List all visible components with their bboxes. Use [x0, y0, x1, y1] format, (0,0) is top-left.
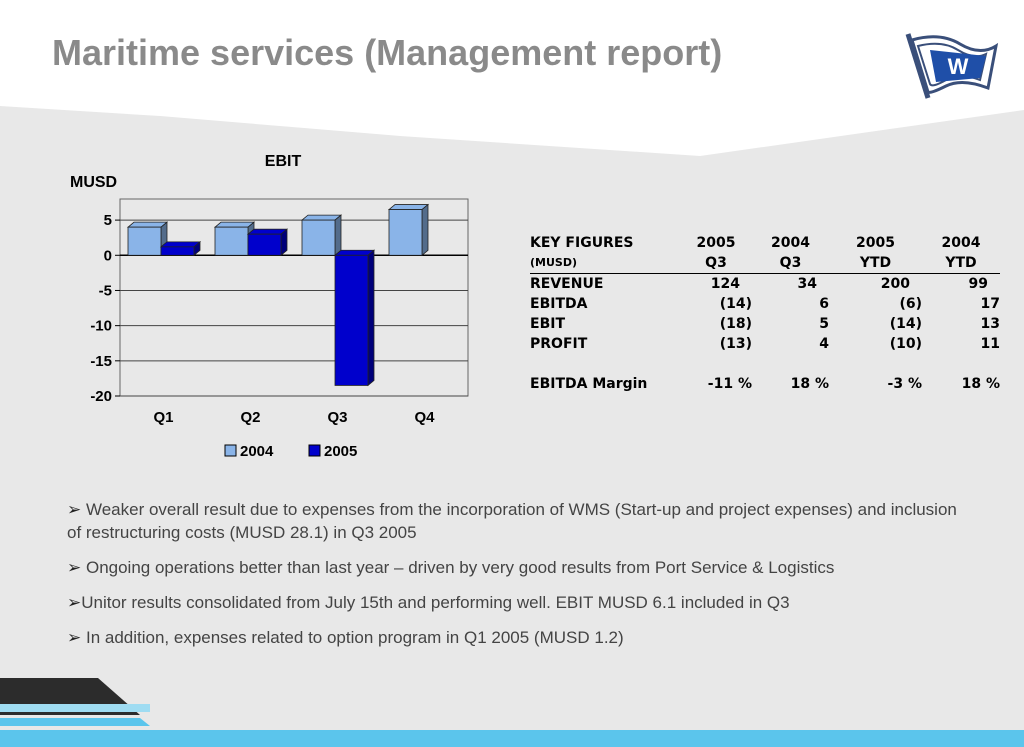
arrow-bullet-icon: ➢ — [67, 628, 86, 647]
cell-value: (18) — [719, 316, 752, 332]
x-tick-label: Q2 — [240, 409, 260, 426]
table-row: REVENUE 124 34 200 99 — [530, 274, 1000, 295]
margin-row: EBITDA Margin -11 % 18 % -3 % 18 % — [530, 374, 1000, 394]
ebit-chart: EBIT MUSD 5 0 -5 -10 -15 -20 Q1 Q2 Q3 Q4 2004 200… — [70, 153, 469, 460]
key-figures-table: KEY FIGURES 2005 2004 2005 2004 (MUSD) Q… — [530, 233, 1000, 394]
bullet-item: ➢ In addition, expenses related to optio… — [67, 626, 967, 649]
y-tick-label: 0 — [104, 247, 112, 264]
bar-2005-q1 — [159, 240, 202, 257]
header-year: 2005 — [696, 235, 736, 251]
y-tick-label: -5 — [99, 282, 112, 299]
row-label: EBIT — [530, 316, 565, 332]
table-row: PROFIT (13) 4 (10) 11 — [530, 334, 1000, 354]
cell-value: (6) — [899, 296, 922, 312]
row-label: REVENUE — [530, 276, 604, 292]
cell-value: 18 % — [961, 376, 1000, 392]
header-label: KEY FIGURES — [530, 235, 634, 251]
spacer-row — [530, 354, 1000, 374]
bullet-text: Weaker overall result due to expenses fr… — [67, 500, 957, 542]
arrow-bullet-icon: ➢ — [67, 593, 82, 612]
cell-value: (13) — [719, 336, 752, 352]
legend-label: 2004 — [240, 443, 274, 460]
cell-value: 17 — [980, 296, 1000, 312]
bar-2005-q2 — [246, 228, 289, 257]
header-year: 2005 — [856, 235, 895, 251]
row-label: EBITDA Margin — [530, 376, 648, 392]
header-unit: (MUSD) — [530, 253, 680, 274]
legend-label: 2005 — [324, 443, 357, 460]
header-period: YTD — [922, 253, 1000, 274]
y-tick-label: -15 — [90, 353, 112, 370]
x-tick-label: Q1 — [153, 409, 173, 426]
cell-value: 4 — [819, 336, 829, 352]
y-tick-label: -10 — [90, 318, 112, 335]
cell-value: 124 — [710, 276, 740, 292]
bar-2005-q3 — [333, 249, 376, 387]
bullet-item: ➢ Ongoing operations better than last ye… — [67, 556, 967, 579]
chart-title: EBIT — [265, 153, 302, 170]
bar-2004-q4 — [387, 203, 430, 257]
cell-value: 18 % — [790, 376, 829, 392]
header-year: 2004 — [941, 235, 981, 251]
legend-swatch-2005 — [308, 444, 321, 457]
cell-value: 6 — [819, 296, 829, 312]
header-period: Q3 — [680, 253, 752, 274]
arrow-bullet-icon: ➢ — [67, 558, 86, 577]
legend-swatch-2004 — [224, 444, 237, 457]
footer-stripes — [0, 678, 1024, 747]
bullet-text: In addition, expenses related to option … — [85, 628, 624, 647]
bar-2004-q3 — [300, 214, 343, 257]
header-year: 2004 — [771, 235, 810, 251]
cell-value: 11 — [980, 336, 1000, 352]
cell-value: 5 — [819, 316, 829, 332]
header-row: KEY FIGURES 2005 2004 2005 2004 — [530, 233, 1000, 253]
y-tick-label: -20 — [90, 388, 112, 405]
header-row: (MUSD) Q3 Q3 YTD YTD — [530, 253, 1000, 274]
bullet-text: Ongoing operations better than last year… — [85, 558, 835, 577]
table-row: EBITDA (14) 6 (6) 17 — [530, 294, 1000, 314]
row-label: EBITDA — [530, 296, 588, 312]
bullet-text: Unitor results consolidated from July 15… — [81, 593, 790, 612]
cell-value: 34 — [797, 276, 817, 292]
cell-value: (14) — [889, 316, 922, 332]
bullet-item: ➢ Weaker overall result due to expenses … — [67, 498, 967, 544]
y-tick-label: 5 — [104, 212, 112, 229]
cell-value: -3 % — [887, 376, 922, 392]
arrow-bullet-icon: ➢ — [67, 500, 86, 519]
row-label: PROFIT — [530, 336, 588, 352]
cell-value: (10) — [889, 336, 922, 352]
header-period: Q3 — [752, 253, 829, 274]
cell-value: 200 — [880, 276, 910, 292]
cell-value: -11 % — [707, 376, 752, 392]
cell-value: 99 — [968, 276, 988, 292]
y-axis-label: MUSD — [70, 174, 117, 191]
bullet-list: ➢ Weaker overall result due to expenses … — [67, 498, 967, 661]
page-title: Maritime services (Management report) — [52, 32, 723, 73]
header-period: YTD — [829, 253, 922, 274]
logo-letter: W — [948, 54, 969, 79]
x-tick-label: Q4 — [414, 409, 435, 426]
x-tick-label: Q3 — [327, 409, 347, 426]
flag-icon: W — [905, 33, 999, 99]
table-row: EBIT (18) 5 (14) 13 — [530, 314, 1000, 334]
cell-value: (14) — [719, 296, 752, 312]
cell-value: 13 — [980, 316, 1000, 332]
bullet-item: ➢Unitor results consolidated from July 1… — [67, 591, 967, 614]
